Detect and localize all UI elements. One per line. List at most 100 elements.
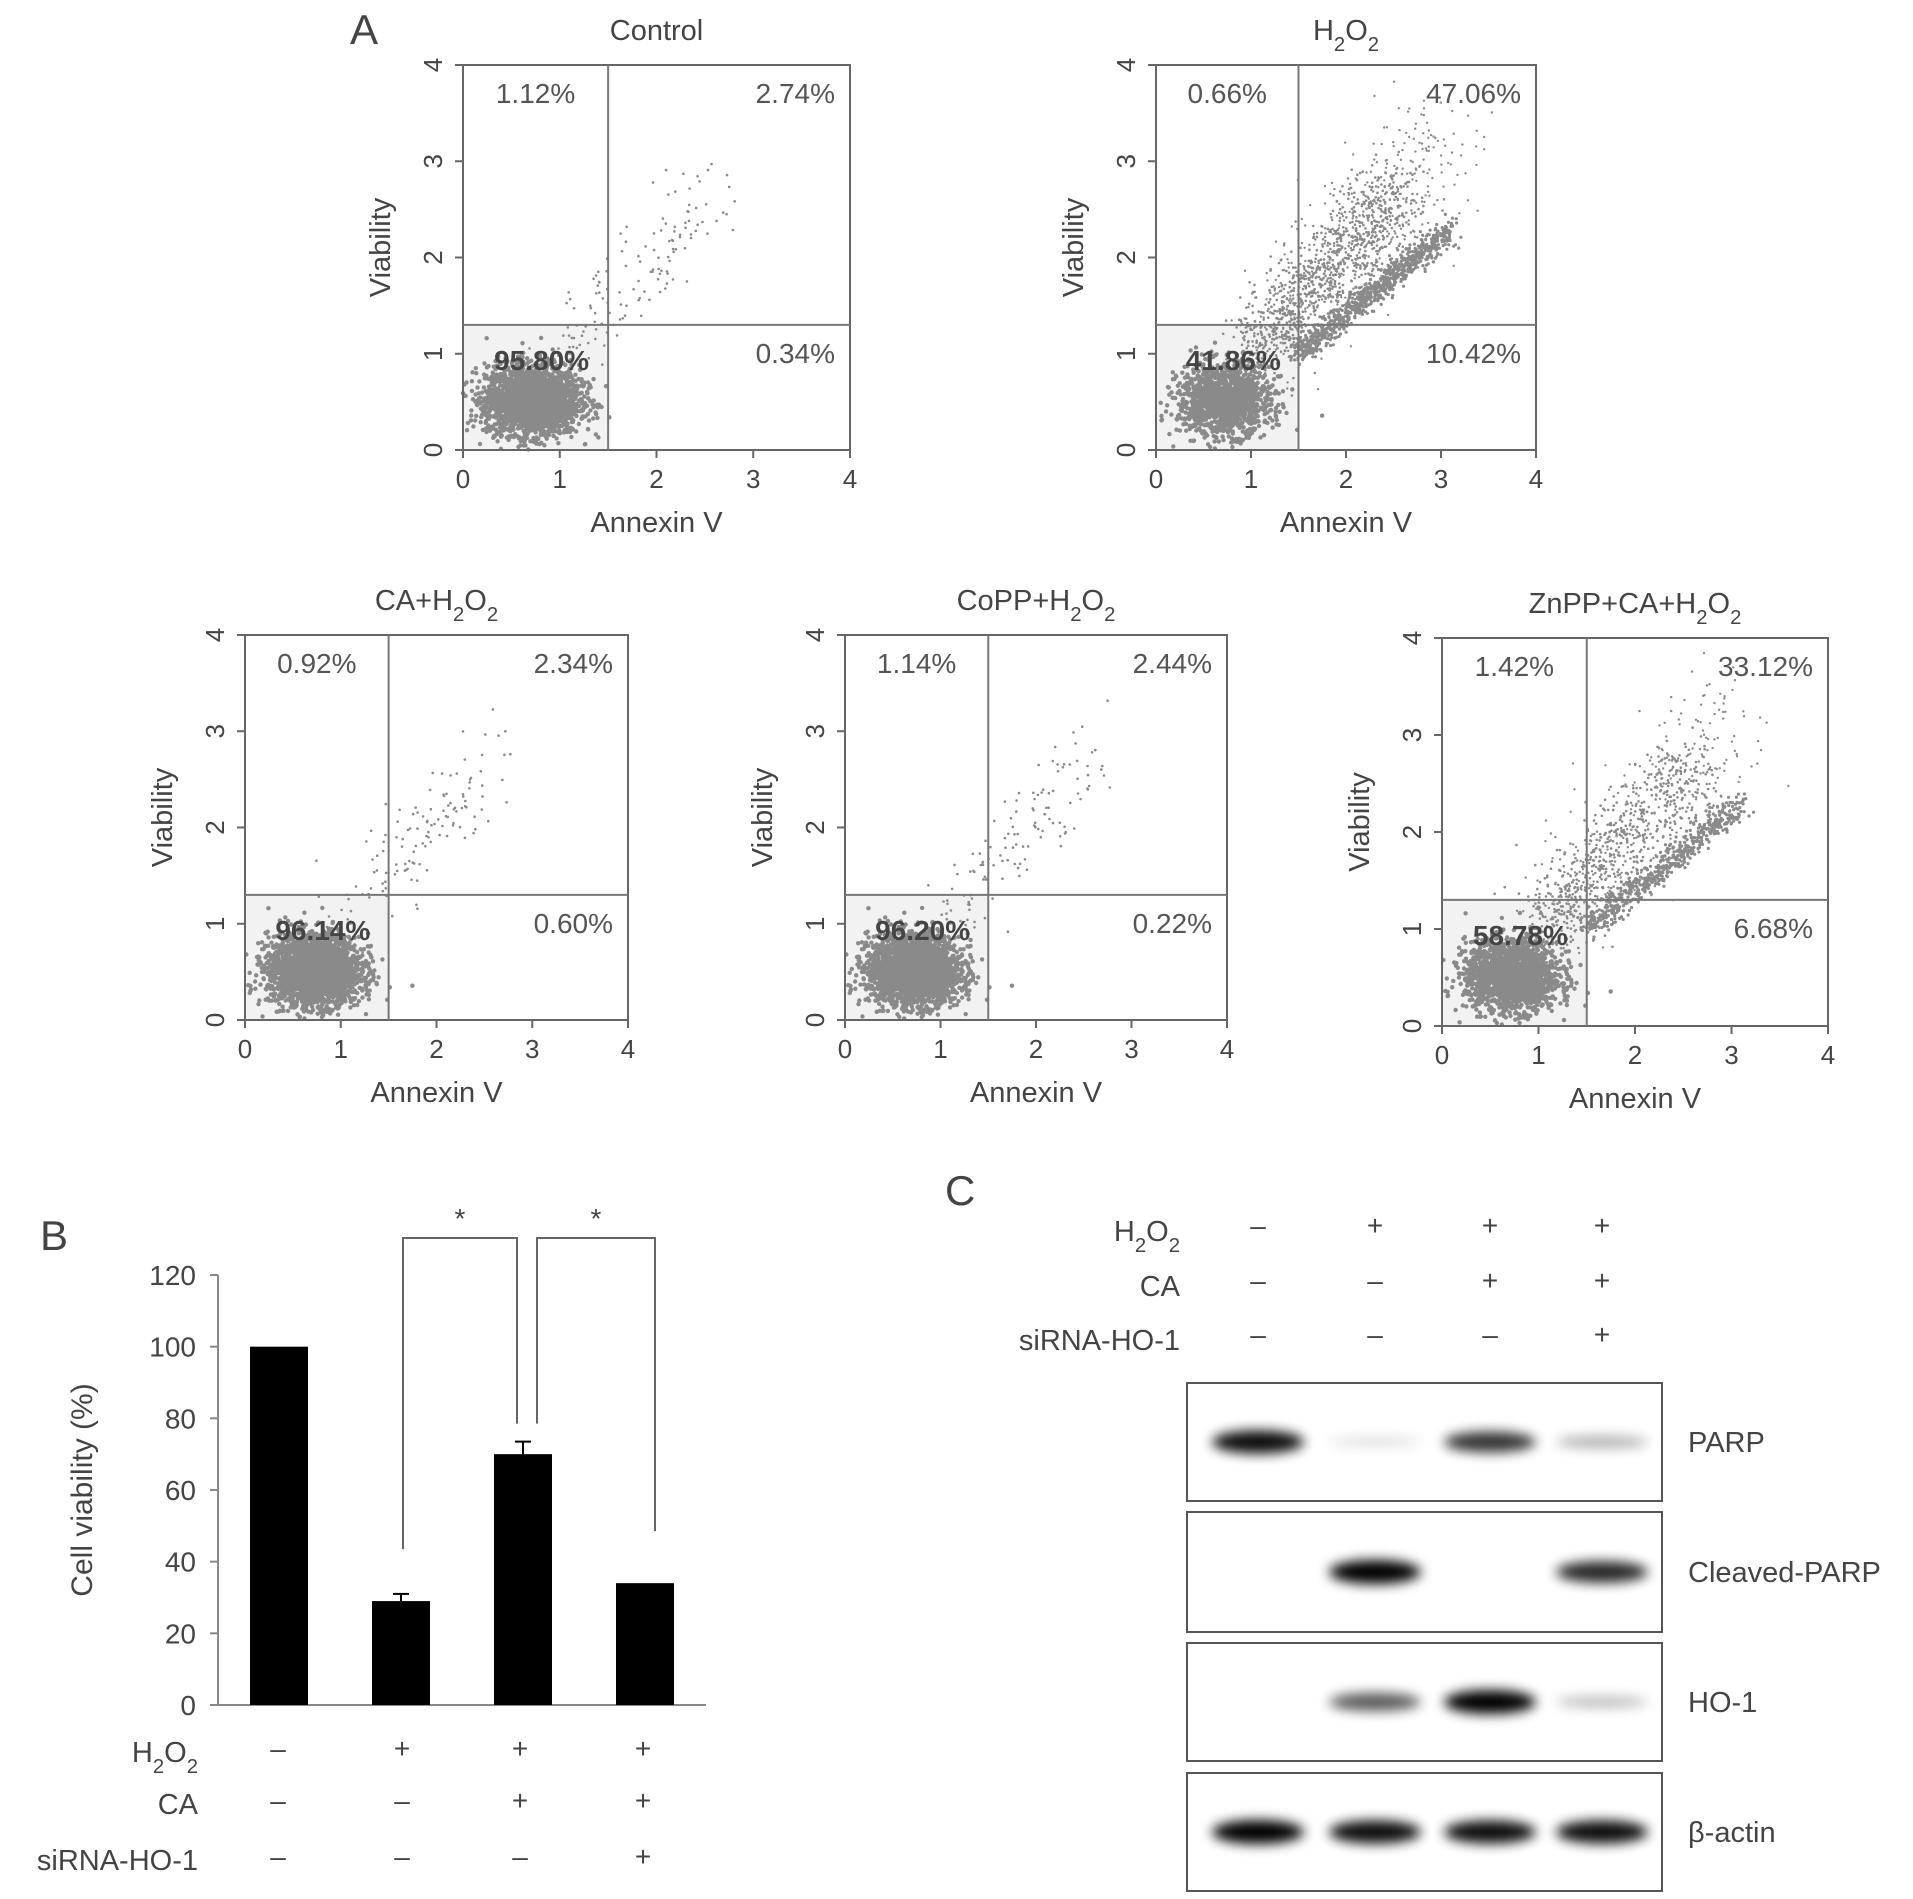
scatter-dot xyxy=(1397,150,1401,154)
scatter-dot xyxy=(1265,328,1268,331)
scatter-dot xyxy=(1242,336,1245,340)
scatter-dot xyxy=(483,420,488,425)
scatter-dot xyxy=(1211,428,1217,433)
scatter-dot xyxy=(1290,312,1294,316)
scatter-dot xyxy=(1170,370,1176,375)
scatter-dot xyxy=(595,292,598,295)
scatter-dot xyxy=(1364,249,1367,253)
scatter-dot xyxy=(583,441,588,447)
scatter-dot xyxy=(596,435,601,440)
scatter-dot xyxy=(1205,393,1210,398)
scatter-dot xyxy=(698,180,701,183)
scatter-dot xyxy=(1359,267,1362,270)
scatter-dot xyxy=(1242,412,1248,417)
scatter-dot xyxy=(1379,199,1382,203)
scatter-dot xyxy=(1341,184,1344,188)
scatter-dot xyxy=(1224,319,1228,322)
scatter-dot xyxy=(1291,309,1295,313)
scatter-dot xyxy=(1294,266,1297,269)
scatter-dot xyxy=(1352,214,1355,218)
scatter-dot xyxy=(473,392,478,397)
scatter-dot xyxy=(1359,264,1362,268)
scatter-dot xyxy=(1240,429,1246,434)
scatter-dot xyxy=(1366,261,1369,265)
scatter-dot xyxy=(1370,222,1374,225)
scatter-dot xyxy=(1268,288,1271,292)
x-tick-label: 3 xyxy=(746,464,760,494)
scatter-dot xyxy=(1404,200,1408,204)
scatter-dot xyxy=(1247,420,1252,426)
scatter-dot xyxy=(733,200,736,203)
scatter-dot xyxy=(1327,250,1330,254)
scatter-dot xyxy=(525,403,530,408)
scatter-dot xyxy=(547,418,553,424)
scatter-dot xyxy=(497,420,502,426)
scatter-dot xyxy=(618,318,622,321)
scatter-dot xyxy=(598,291,601,294)
scatter-dot xyxy=(1388,198,1392,201)
scatter-dot xyxy=(559,406,565,411)
scatter-dot xyxy=(601,297,605,300)
scatter-dot xyxy=(1355,216,1358,219)
scatter-dot xyxy=(1270,425,1275,430)
scatter-dot xyxy=(576,376,581,382)
scatter-dot xyxy=(493,427,498,432)
scatter-dot xyxy=(1312,283,1315,287)
scatter-dot xyxy=(1352,269,1355,273)
scatter-dot xyxy=(637,279,640,283)
scatter-dot xyxy=(1313,371,1317,375)
scatter-dot xyxy=(1241,404,1246,409)
scatter-dot xyxy=(1212,399,1218,405)
scatter-dot xyxy=(1287,291,1290,294)
scatter-dot xyxy=(1263,396,1268,401)
scatter-dot xyxy=(1277,409,1282,414)
scatter-dot xyxy=(1259,326,1262,330)
scatter-dot xyxy=(668,239,671,243)
scatter-dot xyxy=(657,267,660,271)
scatter-dot xyxy=(1181,422,1186,427)
scatter-dot xyxy=(586,418,592,423)
scatter-dot xyxy=(721,211,725,214)
scatter-dot xyxy=(1360,243,1363,246)
scatter-dot xyxy=(1183,386,1188,391)
scatter-dot xyxy=(1159,418,1164,423)
scatter-dot xyxy=(652,248,656,252)
scatter-dot xyxy=(1194,404,1200,409)
scatter-dot xyxy=(1221,332,1225,336)
scatter-dot xyxy=(1327,294,1330,297)
scatter-dot xyxy=(1356,263,1360,266)
scatter-dot xyxy=(625,225,628,229)
scatter-dot xyxy=(1209,423,1214,429)
scatter-dot xyxy=(1272,333,1275,337)
scatter-dot xyxy=(598,281,601,284)
scatter-dot xyxy=(1329,212,1332,216)
scatter-dot xyxy=(487,428,493,433)
scatter-dot xyxy=(1245,330,1249,334)
scatter-dot xyxy=(615,334,619,337)
scatter-dot xyxy=(1422,170,1425,173)
scatter-dot xyxy=(657,256,660,260)
scatter-dot xyxy=(1262,406,1268,412)
scatter-dot xyxy=(555,375,560,380)
scatter-dot xyxy=(1198,385,1203,390)
scatter-dot xyxy=(1226,412,1231,417)
scatter-dot xyxy=(1249,409,1254,414)
scatter-dot xyxy=(540,426,545,432)
scatter-dot xyxy=(1441,209,1444,212)
scatter-dot xyxy=(619,303,623,306)
scatter-dot xyxy=(593,320,596,324)
scatter-dot xyxy=(474,413,479,419)
scatter-dot xyxy=(1374,231,1377,234)
scatter-dot xyxy=(1222,415,1228,420)
scatter-dot xyxy=(1324,274,1327,278)
scatter-dot xyxy=(518,421,523,426)
scatter-dot xyxy=(1382,218,1385,222)
scatter-dot xyxy=(557,381,563,386)
scatter-dot xyxy=(1382,198,1385,202)
scatter-dot xyxy=(475,385,480,390)
scatter-dot xyxy=(1259,310,1263,314)
scatter-dot xyxy=(472,418,478,423)
scatter-dot xyxy=(1248,281,1251,284)
scatter-dot xyxy=(1270,341,1273,344)
